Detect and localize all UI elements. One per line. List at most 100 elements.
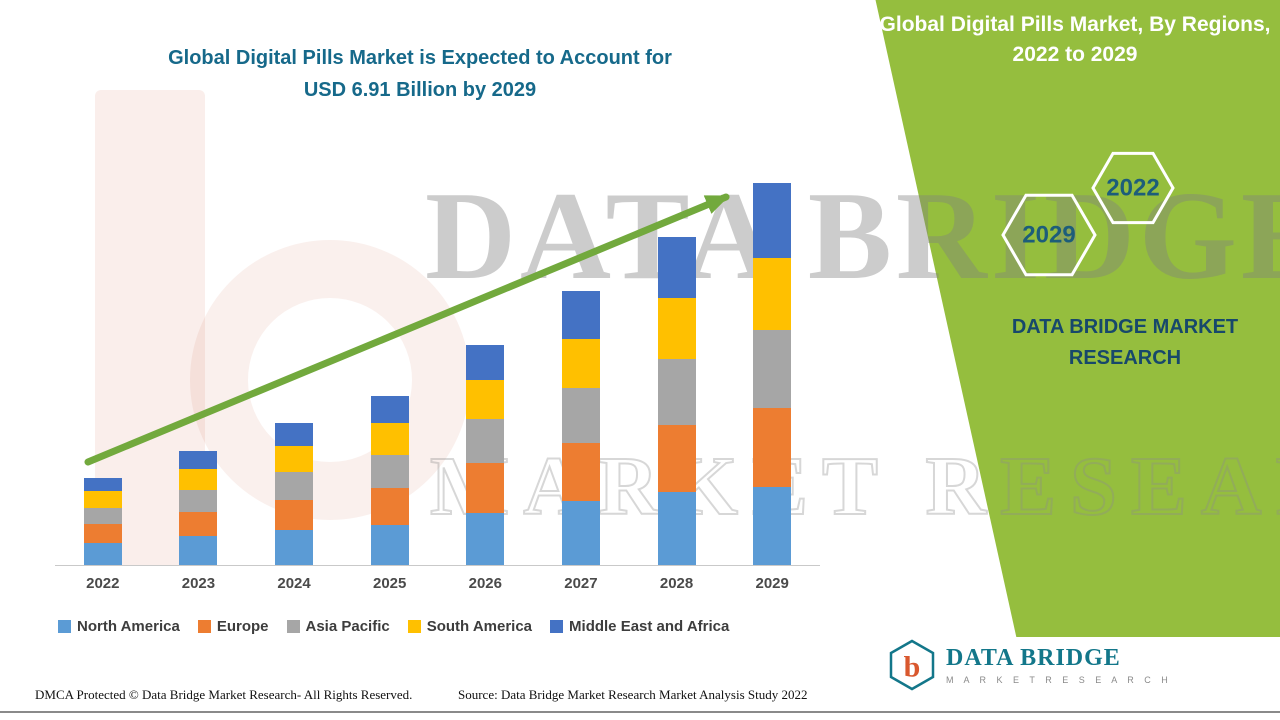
bar-segment-europe	[179, 511, 218, 537]
legend-item-south-america: South America	[407, 618, 533, 635]
bar-segment-europe	[561, 443, 600, 502]
legend-swatch	[550, 620, 564, 633]
bar-segment-asia-pacific	[83, 507, 122, 525]
side-panel-title-line2: 2022 to 2029	[1012, 43, 1138, 66]
bar-segment-south-america	[83, 490, 122, 508]
hexagon-2029	[1001, 193, 1097, 277]
legend-label: Middle East and Africa	[569, 618, 730, 635]
legend-label: Europe	[216, 618, 269, 635]
chart-title: Global Digital Pills Market is Expected …	[75, 42, 765, 106]
bar-segment-middle-east-and-africa	[466, 344, 505, 381]
data-bridge-logo: b DATA BRIDGE M A R K E T R E S E A R C …	[888, 638, 1172, 692]
bar-segment-middle-east-and-africa	[561, 290, 600, 340]
bar-column-2025: 2025	[342, 160, 438, 592]
bar-segment-europe	[370, 488, 409, 525]
bar-segment-north-america	[561, 501, 600, 565]
bar-segment-middle-east-and-africa	[275, 423, 314, 446]
dmca-notice: DMCA Protected © Data Bridge Market Rese…	[35, 687, 413, 702]
bar-stack	[275, 423, 314, 565]
x-axis-label: 2028	[659, 575, 694, 592]
logo-subtitle-text: M A R K E T R E S E A R C H	[946, 675, 1172, 685]
bar-column-2028: 2028	[629, 160, 725, 592]
bar-segment-asia-pacific	[370, 454, 409, 489]
logo-hexagon-icon: b	[889, 639, 935, 691]
bars-container: 2022 2023 2024 2025 2026 2027 2028 2029	[55, 160, 820, 592]
source-note: Source: Data Bridge Market Research Mark…	[458, 687, 808, 702]
x-axis-label: 2025	[373, 575, 407, 592]
bar-segment-south-america	[561, 339, 600, 389]
bar-segment-asia-pacific	[275, 472, 314, 500]
bar-segment-south-america	[466, 380, 505, 419]
legend-swatch	[407, 620, 421, 633]
logo-brand-text: DATA BRIDGE	[946, 645, 1121, 671]
legend-item-asia-pacific: Asia Pacific	[286, 618, 390, 635]
x-axis-label: 2023	[181, 575, 216, 592]
bar-column-2026: 2026	[438, 160, 534, 592]
logo-text-block: DATA BRIDGE M A R K E T R E S E A R C H	[946, 645, 1172, 685]
bar-column-2022: 2022	[55, 160, 151, 592]
bar-segment-north-america	[83, 542, 122, 565]
x-axis-label: 2022	[86, 575, 120, 592]
legend-swatch	[286, 620, 300, 633]
bar-column-2029: 2029	[724, 160, 820, 592]
side-panel-title-line1: Global Digital Pills Market, By Regions,	[879, 13, 1271, 36]
x-axis-label: 2027	[564, 575, 598, 592]
bar-segment-asia-pacific	[179, 489, 218, 512]
legend-swatch	[58, 620, 71, 633]
bar-segment-north-america	[753, 487, 792, 565]
x-axis-label: 2024	[277, 575, 311, 592]
bar-segment-north-america	[370, 524, 409, 565]
bar-segment-middle-east-and-africa	[753, 182, 792, 259]
bar-segment-asia-pacific	[561, 388, 600, 444]
bar-segment-europe	[466, 462, 505, 513]
legend-item-north-america: North America	[58, 618, 180, 635]
legend-item-middle-east-and-africa: Middle East and Africa	[550, 618, 729, 635]
bar-stack	[466, 344, 505, 565]
bar-segment-asia-pacific	[466, 418, 505, 463]
legend-label: Asia Pacific	[305, 618, 390, 635]
bar-segment-north-america	[657, 491, 696, 565]
chart-legend: North America Europe Asia Pacific South Ame…	[58, 618, 729, 635]
chart-title-line1: Global Digital Pills Market is Expected …	[168, 47, 672, 69]
chart-title-line2: USD 6.91 Billion by 2029	[303, 79, 537, 101]
bar-segment-europe	[83, 524, 122, 543]
bar-segment-europe	[657, 425, 696, 492]
bar-column-2023: 2023	[151, 160, 247, 592]
bar-segment-europe	[275, 499, 314, 531]
hexagon-2022	[1091, 151, 1175, 225]
bar-segment-middle-east-and-africa	[179, 451, 218, 469]
side-panel-brand: DATA BRIDGE MARKET RESEARCH	[965, 312, 1280, 374]
x-axis-label: 2029	[755, 575, 789, 592]
bar-stack	[370, 395, 409, 565]
bar-segment-asia-pacific	[753, 329, 792, 408]
bar-segment-south-america	[370, 422, 409, 455]
bar-segment-europe	[753, 407, 792, 487]
bar-segment-south-america	[179, 468, 218, 490]
bar-segment-south-america	[753, 258, 792, 330]
bar-stack	[561, 290, 600, 565]
bar-segment-asia-pacific	[657, 358, 696, 426]
bar-segment-north-america	[275, 530, 314, 565]
legend-label: North America	[77, 618, 180, 635]
bar-stack	[179, 451, 218, 565]
bar-segment-middle-east-and-africa	[657, 237, 696, 298]
bar-segment-north-america	[179, 536, 218, 565]
footer-divider	[0, 711, 1280, 713]
hexagon-year-2022: 2022	[1106, 175, 1159, 202]
legend-swatch	[197, 620, 211, 633]
side-panel-brand-line2: RESEARCH	[1068, 347, 1182, 369]
x-axis-label: 2026	[468, 575, 502, 592]
bar-segment-north-america	[466, 512, 505, 565]
bar-segment-middle-east-and-africa	[83, 477, 122, 491]
bar-segment-south-america	[657, 297, 696, 359]
x-axis-line	[55, 565, 820, 566]
bar-column-2027: 2027	[533, 160, 629, 592]
year-hexagons: 2029 2022	[1001, 151, 1175, 277]
bar-stack	[753, 182, 792, 565]
bar-segment-middle-east-and-africa	[370, 395, 409, 423]
legend-label: South America	[426, 618, 533, 635]
side-panel-title: Global Digital Pills Market, By Regions,…	[875, 10, 1275, 70]
bar-stack	[83, 477, 122, 565]
bar-stack	[657, 237, 696, 565]
